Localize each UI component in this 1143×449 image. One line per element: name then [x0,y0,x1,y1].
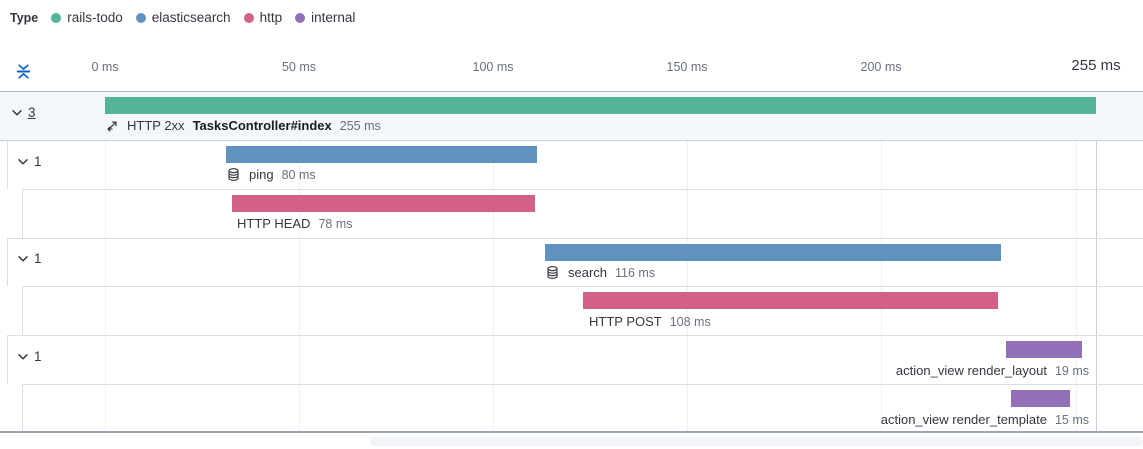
span-name: action_view render_layout [895,363,1047,378]
accordion-toggle-render-layout[interactable]: 1 [16,349,42,364]
elasticsearch-dot-icon [135,12,146,23]
collapse-all-button[interactable] [11,57,35,85]
transaction-name: TasksController#index [192,118,332,133]
chart-bottom-border [0,431,1143,433]
span-bar-http-head[interactable] [232,195,535,212]
axis-tick: 50 ms [281,60,317,74]
row-separator [22,384,1143,385]
span-label-http-head[interactable]: HTTP HEAD 78 ms [237,216,352,231]
chevron-down-icon [16,155,30,169]
legend-item-label: rails-todo [67,10,123,25]
row-separator [7,238,1143,239]
span-label-search[interactable]: search 116 ms [545,265,655,280]
span-label-ping[interactable]: ping 80 ms [226,167,316,182]
database-icon [226,167,241,182]
span-duration: 80 ms [281,167,316,182]
span-duration: 108 ms [669,314,711,329]
legend-item-rails-todo[interactable]: rails-todo [51,10,123,25]
span-bar-search[interactable] [545,244,1001,261]
transaction-bar[interactable] [105,97,1096,114]
child-count: 3 [28,105,36,120]
legend-item-http[interactable]: http [243,10,283,25]
accordion-toggle-transaction[interactable]: 3 [10,105,36,120]
transaction-result: HTTP 2xx [127,118,185,133]
span-bar-render-layout[interactable] [1006,341,1082,358]
transaction-icon [105,119,119,133]
child-count: 1 [34,154,42,169]
legend-item-label: http [259,10,283,25]
span-name: HTTP POST [589,314,662,329]
span-duration: 78 ms [318,216,353,231]
indent-guide [7,335,8,384]
span-label-render-template[interactable]: action_view render_template 15 ms [689,412,1089,427]
span-name: ping [249,167,274,182]
legend-item-internal[interactable]: internal [295,10,355,25]
span-bar-http-post[interactable] [583,292,998,309]
axis-tick: 0 ms [91,60,119,74]
transaction-label[interactable]: HTTP 2xx TasksController#index 255 ms [105,118,381,133]
span-label-render-layout[interactable]: action_view render_layout 19 ms [689,363,1089,378]
indent-guide [22,384,23,432]
http-dot-icon [243,12,254,23]
axis-total-duration: 255 ms [1071,57,1121,74]
child-count: 1 [34,349,42,364]
internal-dot-icon [295,12,306,23]
span-duration: 116 ms [615,265,656,280]
indent-guide [7,238,8,286]
indent-guide [22,286,23,335]
chevron-down-icon [16,252,30,266]
legend-item-elasticsearch[interactable]: elasticsearch [135,10,231,25]
span-name: search [568,265,608,280]
chevron-down-icon [16,350,30,364]
span-bar-render-template[interactable] [1011,390,1070,407]
span-duration: 19 ms [1054,363,1089,378]
indent-guide [7,141,8,189]
span-label-http-post[interactable]: HTTP POST 108 ms [589,314,711,329]
child-count: 1 [34,251,42,266]
axis-tick: 150 ms [666,60,708,74]
fold-icon [15,63,32,80]
span-name: action_view render_template [880,412,1047,427]
legend-title: Type [10,10,39,25]
span-name: HTTP HEAD [237,216,311,231]
legend-item-label: internal [311,10,356,25]
transaction-duration: 255 ms [339,118,381,133]
type-legend: Type rails-todo elasticsearch http inter… [10,10,355,25]
accordion-toggle-ping[interactable]: 1 [16,154,42,169]
horizontal-scrollbar[interactable] [370,437,1143,446]
row-separator [22,189,1143,190]
legend-item-label: elasticsearch [151,10,231,25]
row-separator [7,335,1143,336]
chevron-down-icon [10,106,24,120]
rails-todo-dot-icon [51,12,62,23]
axis-tick: 100 ms [472,60,514,74]
accordion-toggle-search[interactable]: 1 [16,251,42,266]
row-separator [22,286,1143,287]
axis-tick: 200 ms [860,60,902,74]
database-icon [545,265,560,280]
span-bar-ping[interactable] [226,146,537,163]
indent-guide [22,189,23,238]
span-duration: 15 ms [1054,412,1089,427]
